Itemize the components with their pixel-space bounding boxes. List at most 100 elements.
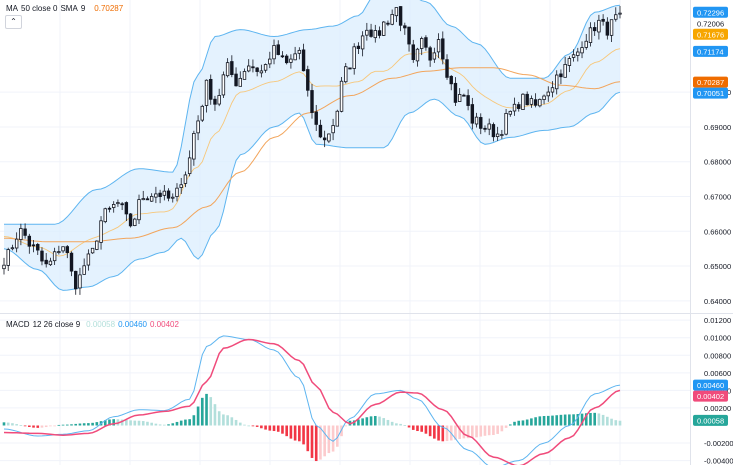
histogram-bar [504, 425, 508, 428]
candle-body [162, 190, 167, 196]
histogram-bar [433, 425, 436, 439]
candle [470, 97, 475, 130]
price-label: 0.72296 [693, 6, 728, 18]
candle-body [27, 235, 32, 247]
candle [145, 196, 150, 201]
candle-body [571, 54, 576, 58]
candle-body [276, 44, 280, 55]
price-pane[interactable] [2, 0, 622, 295]
candle-body [116, 202, 120, 205]
candle [48, 257, 53, 266]
candle [360, 31, 365, 57]
histogram-bar [492, 425, 495, 435]
histogram-bar [428, 425, 432, 437]
collapse-legend-button[interactable]: ⌃ [5, 15, 22, 29]
histogram-bar [475, 425, 478, 438]
candle [23, 223, 27, 239]
histogram-bar [407, 425, 411, 428]
candle [162, 185, 167, 201]
candle [525, 91, 529, 106]
candle [238, 71, 242, 87]
candle-body [352, 46, 356, 69]
price-tick-label: 0.64000 [704, 297, 731, 306]
candle-body [563, 64, 567, 78]
candle-body [601, 18, 605, 22]
histogram-bar [146, 421, 149, 426]
candle-body [187, 157, 192, 175]
candle-body [373, 30, 377, 39]
histogram-bar [272, 425, 276, 432]
indicator-legend[interactable]: MA 50 close 0 SMA 9 0.70287 [6, 4, 126, 13]
candle [365, 22, 369, 41]
candle-body [390, 14, 394, 25]
candle-body [289, 58, 293, 63]
histogram-bar [281, 425, 284, 434]
candle-body [196, 120, 200, 134]
histogram-bar [593, 412, 596, 426]
candle [318, 119, 323, 139]
candle-body [508, 110, 513, 115]
candle-body [500, 134, 504, 136]
candle [483, 125, 487, 133]
candle-body [251, 66, 255, 69]
candle [314, 104, 318, 131]
histogram-bar [49, 425, 52, 427]
candle [280, 51, 285, 59]
candle [234, 67, 238, 87]
histogram-bar [95, 422, 99, 426]
legend-ma-value: 0.70287 [94, 4, 124, 13]
candle-body [462, 94, 466, 97]
histogram-bar [310, 425, 314, 458]
candle-body [36, 244, 40, 251]
histogram-bar [184, 419, 187, 426]
candle [441, 31, 445, 65]
candle [584, 33, 588, 50]
candle-body [259, 70, 264, 74]
histogram-bar [285, 425, 288, 437]
candle-body [491, 124, 496, 138]
candle-body [487, 123, 491, 130]
candle-body [40, 250, 44, 262]
price-label-text: 0.70287 [697, 78, 724, 87]
histogram-bar [163, 424, 166, 426]
histogram-bar [306, 425, 310, 452]
macd-pane[interactable] [2, 335, 622, 465]
candle [225, 58, 230, 78]
candle-body [449, 75, 453, 85]
candle-body [348, 67, 352, 70]
candle-body [432, 52, 437, 60]
candle [508, 110, 513, 117]
macd-value-label: 0.00402 [693, 390, 728, 402]
candle-body [529, 98, 534, 105]
candle-body [306, 69, 310, 91]
macd-value-text: 0.00460 [697, 381, 724, 390]
candle [453, 77, 458, 106]
candle-body [474, 116, 479, 125]
histogram-bar [483, 425, 487, 436]
price-label: 0.71174 [693, 45, 728, 57]
candle [403, 22, 407, 35]
histogram-bar [302, 425, 305, 445]
candle-body [213, 98, 217, 105]
histogram-bar [487, 425, 491, 436]
candle-body [61, 246, 65, 252]
price-axis[interactable]: 0.700000.690000.680000.670000.660000.650… [693, 6, 731, 306]
macd-tick-label: -0.00200 [704, 439, 733, 448]
bollinger-upper [4, 0, 621, 225]
histogram-bar [222, 414, 225, 426]
candle [44, 253, 48, 268]
histogram-bar [65, 424, 69, 426]
legend-macd-name: MACD [6, 320, 30, 329]
candle [474, 112, 479, 128]
candle-body [614, 14, 618, 20]
macd-axis[interactable]: 0.012000.010000.008000.006000.004000.002… [693, 316, 733, 465]
price-label: 0.70287 [693, 76, 728, 88]
candle-body [23, 228, 27, 236]
macd-legend[interactable]: MACD 12 26 close 9 0.00058 0.00460 0.00402 [6, 320, 182, 329]
candle-body [200, 105, 205, 121]
candle [466, 89, 470, 111]
histogram-bar [382, 418, 386, 426]
candle-body [512, 103, 517, 112]
histogram-bar [32, 425, 35, 428]
